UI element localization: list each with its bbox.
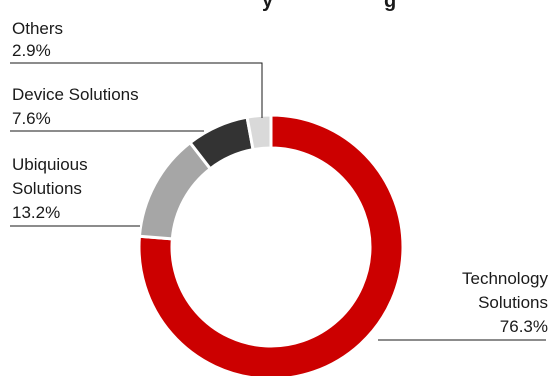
leader-lines [10,62,546,341]
label-ubiquious-solutions-name-2: Solutions [12,179,82,198]
label-ubiquious-solutions-value: 13.2% [12,203,60,222]
label-device-solutions-name: Device Solutions [12,85,139,104]
label-others-value: 2.9% [12,41,51,60]
label-others-name: Others [12,19,63,38]
title-fragment-1: y [262,0,274,12]
label-technology-solutions: Technology Solutions 76.3% [462,269,549,336]
label-device-solutions-value: 7.6% [12,109,51,128]
slice-others [245,113,273,152]
label-technology-solutions-value: 76.3% [500,317,548,336]
title-fragment-2: g [384,0,396,12]
label-others: Others 2.9% [12,19,63,60]
label-technology-solutions-name-1: Technology [462,269,549,288]
label-ubiquious-solutions-name-1: Ubiquious [12,155,88,174]
donut-slices [137,113,405,376]
label-technology-solutions-name-2: Solutions [478,293,548,312]
slice-technology-solutions [137,113,405,376]
label-ubiquious-solutions: Ubiquious Solutions 13.2% [12,155,88,222]
label-device-solutions: Device Solutions 7.6% [12,85,139,128]
leader-line-others [10,62,263,118]
